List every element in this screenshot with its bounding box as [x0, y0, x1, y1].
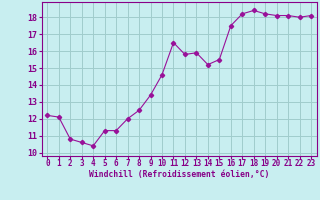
- X-axis label: Windchill (Refroidissement éolien,°C): Windchill (Refroidissement éolien,°C): [89, 170, 269, 179]
